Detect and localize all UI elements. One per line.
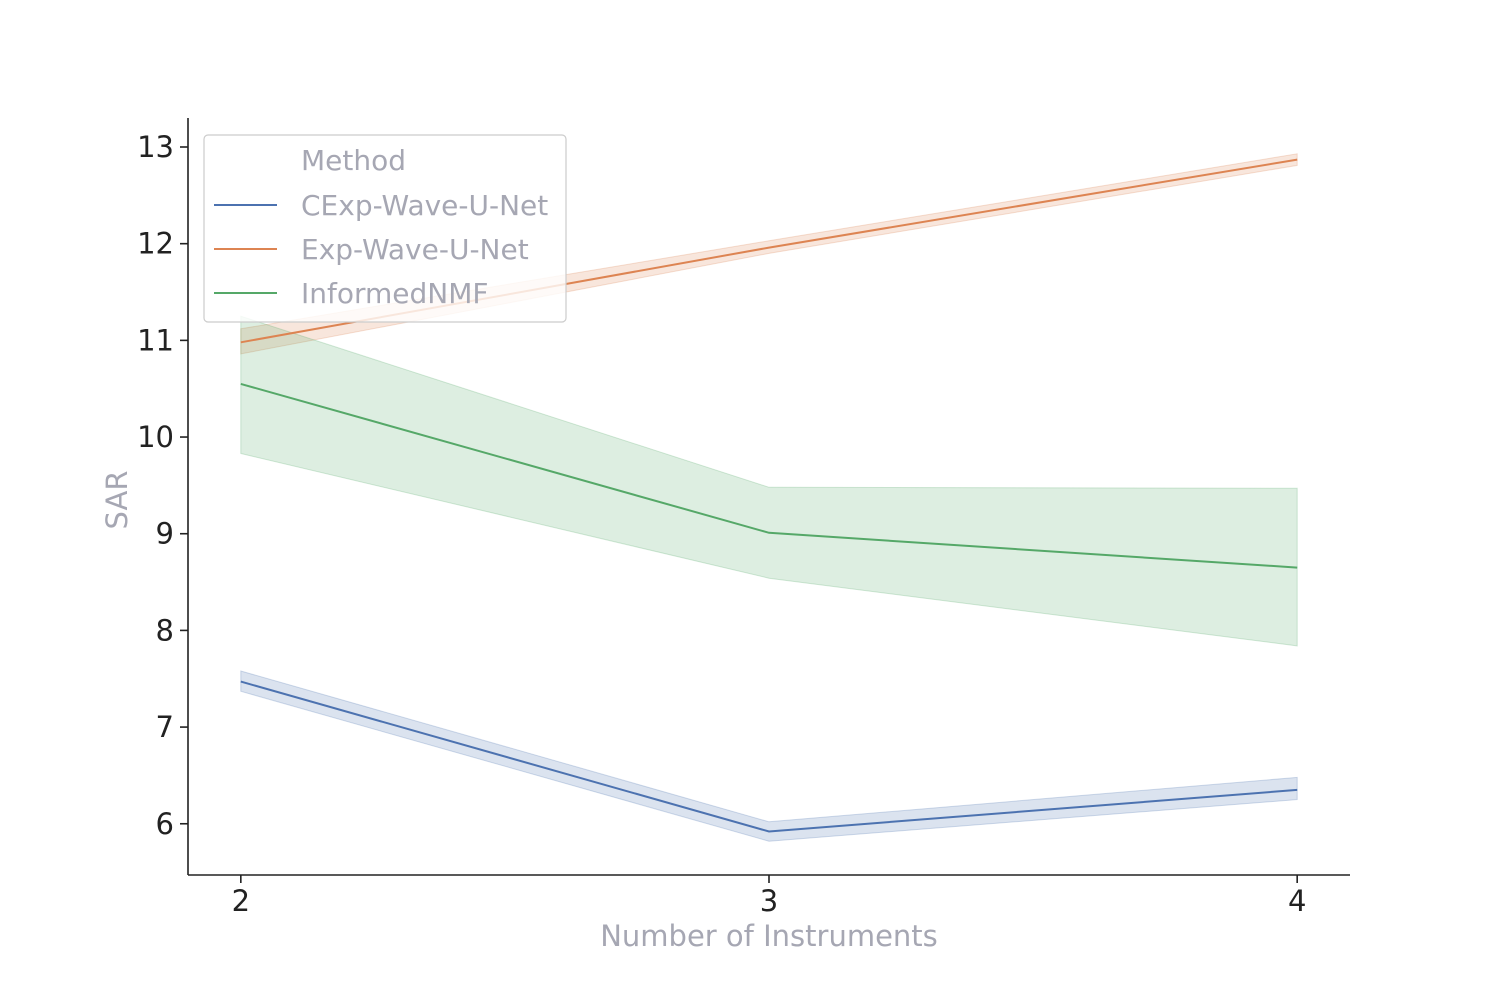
legend-items: CExp-Wave-U-Net Exp-Wave-U-Net InformedNMF [214, 189, 548, 310]
exp-wave-u-net-legend-label: Exp-Wave-U-Net [301, 233, 529, 266]
y-tick-label: 10 [137, 420, 174, 454]
x-tick-label: 2 [232, 884, 250, 918]
y-tick-label: 11 [137, 323, 174, 357]
y-axis-title: SAR [100, 471, 134, 530]
informednmf-legend-label: InformedNMF [301, 277, 489, 310]
tick-marks [180, 146, 1298, 883]
y-tick-label: 6 [156, 807, 174, 841]
informednmf-ci-band [240, 315, 1298, 647]
tick-labels: 2 3 4 6 7 8 9 10 11 12 13 [137, 130, 1306, 918]
y-tick-label: 7 [156, 710, 174, 744]
x-axis-title: Number of Instruments [600, 919, 938, 953]
cexp-wave-u-net-legend-label: CExp-Wave-U-Net [301, 189, 548, 222]
legend: Method CExp-Wave-U-Net Exp-Wave-U-Net Info… [203, 134, 567, 323]
legend-frame [203, 134, 567, 323]
y-tick-label: 13 [137, 130, 174, 164]
y-tick-label: 12 [137, 227, 174, 261]
legend-title: Method [301, 144, 406, 177]
y-tick-label: 8 [156, 613, 174, 647]
y-tick-label: 9 [156, 517, 174, 551]
cexp-wave-u-net-ci-band [240, 670, 1298, 842]
x-tick-label: 4 [1288, 884, 1306, 918]
x-tick-label: 3 [760, 884, 778, 918]
